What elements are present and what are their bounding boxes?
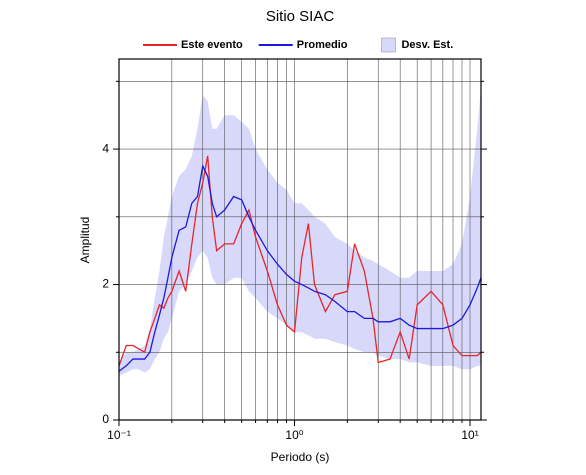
y-axis-label: Amplitud [78, 217, 92, 264]
std-band [119, 88, 481, 376]
x-axis-label: Periodo (s) [271, 450, 330, 464]
series-line [118, 163, 482, 372]
x-tick-label: 10¹ [461, 428, 478, 442]
plot-frame [118, 58, 482, 421]
chart-title: Sitio SIAC [266, 8, 335, 25]
y-tick-label: 4 [102, 141, 109, 155]
y-tick-label: 0 [102, 412, 109, 426]
legend-label: Este evento [181, 39, 243, 51]
legend-swatch [381, 37, 396, 53]
x-tick-label: 10⁰ [285, 428, 303, 442]
x-tick-label: 10⁻¹ [107, 428, 131, 442]
series-line [118, 155, 482, 367]
legend-label: Desv. Est. [401, 39, 453, 51]
legend-label: Promedio [297, 39, 348, 51]
y-tick-label: 2 [102, 277, 109, 291]
